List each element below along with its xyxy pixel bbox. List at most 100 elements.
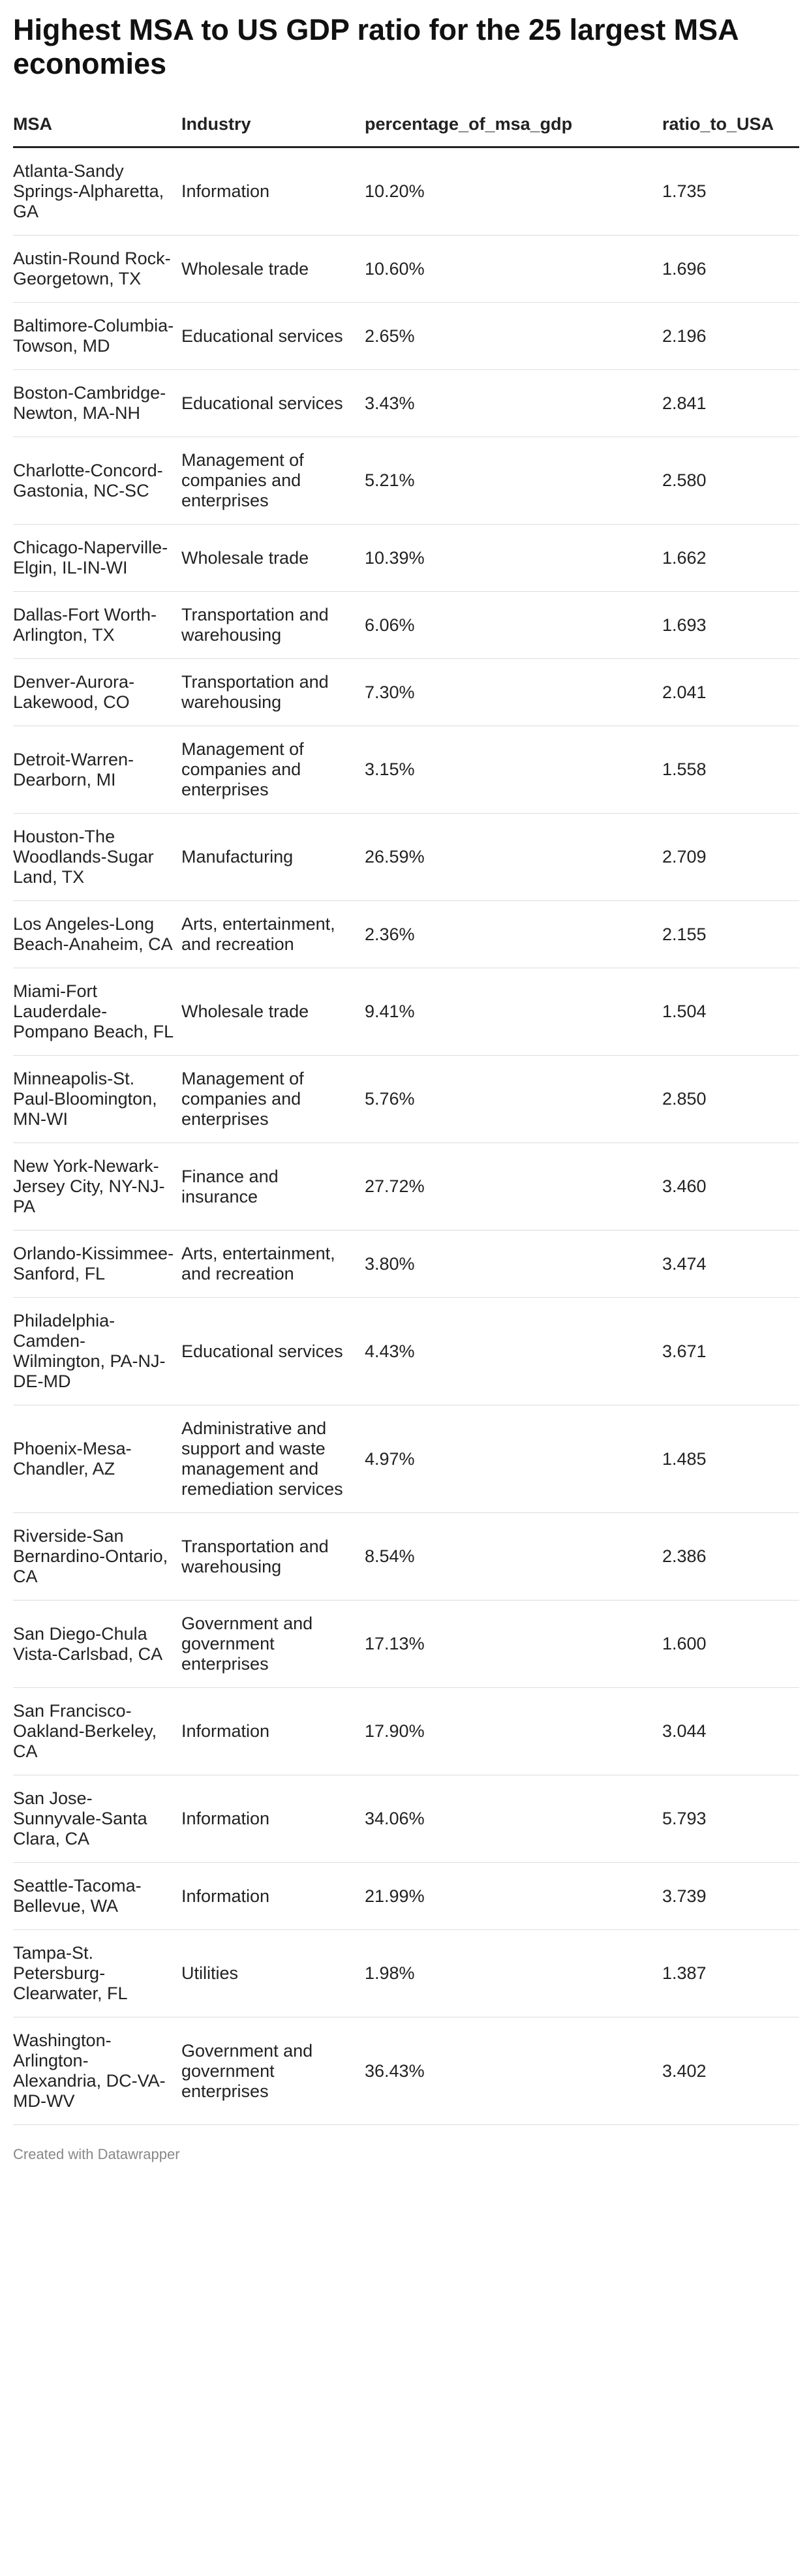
- table-cell: 1.600: [662, 1600, 799, 1688]
- table-row: Orlando-Kissimmee-Sanford, FL Arts, enter…: [13, 1230, 799, 1298]
- table-cell: 10.60%: [365, 235, 662, 303]
- table-cell: 1.662: [662, 524, 799, 592]
- table-row: Miami-Fort Lauderdale-Pompano Beach, FL W…: [13, 968, 799, 1056]
- table-cell: 1.387: [662, 1929, 799, 2017]
- table-cell: Information: [181, 1687, 365, 1775]
- table-cell: 2.850: [662, 1055, 799, 1143]
- table-cell: Houston-The Woodlands-Sugar Land, TX: [13, 813, 181, 901]
- footer: Created with Datawrapper: [13, 2146, 180, 2162]
- table-row: San Francisco-Oakland-Berkeley, CA Inform…: [13, 1687, 799, 1775]
- table-cell: Manufacturing: [181, 813, 365, 901]
- table-cell: 2.36%: [365, 900, 662, 968]
- table-cell: 5.76%: [365, 1055, 662, 1143]
- table-row: Baltimore-Columbia-Towson, MD Educational…: [13, 302, 799, 370]
- table-cell: 4.97%: [365, 1405, 662, 1513]
- table-cell: New York-Newark-Jersey City, NY-NJ-PA: [13, 1142, 181, 1231]
- table-cell: Philadelphia-Camden-Wilmington, PA-NJ-DE…: [13, 1297, 181, 1405]
- table-cell: 1.558: [662, 726, 799, 814]
- table-cell: Los Angeles-Long Beach-Anaheim, CA: [13, 900, 181, 968]
- table-cell: Phoenix-Mesa-Chandler, AZ: [13, 1405, 181, 1513]
- table-cell: 3.474: [662, 1230, 799, 1298]
- table-cell: Information: [181, 1775, 365, 1863]
- table-cell: Charlotte-Concord-Gastonia, NC-SC: [13, 437, 181, 525]
- table-row: San Jose-Sunnyvale-Santa Clara, CA Inform…: [13, 1775, 799, 1863]
- table-cell: 2.65%: [365, 302, 662, 370]
- table-cell: 36.43%: [365, 2017, 662, 2125]
- table-cell: 3.671: [662, 1297, 799, 1405]
- table-row: Phoenix-Mesa-Chandler, AZ Administrative …: [13, 1405, 799, 1513]
- table-row: Los Angeles-Long Beach-Anaheim, CA Arts, …: [13, 900, 799, 968]
- table-row: San Diego-Chula Vista-Carlsbad, CA Govern…: [13, 1600, 799, 1688]
- table-cell: Administrative and support and waste man…: [181, 1405, 365, 1513]
- table-cell: 3.044: [662, 1687, 799, 1775]
- table-cell: 34.06%: [365, 1775, 662, 1863]
- table-row: Charlotte-Concord-Gastonia, NC-SC Managem…: [13, 437, 799, 525]
- table-cell: Educational services: [181, 369, 365, 437]
- table-row: Detroit-Warren-Dearborn, MI Management of…: [13, 726, 799, 814]
- table-cell: Government and government enterprises: [181, 1600, 365, 1688]
- container: Highest MSA to US GDP ratio for the 25 l…: [13, 13, 799, 2162]
- table-row: Washington-Arlington-Alexandria, DC-VA-M…: [13, 2017, 799, 2125]
- column-header: Industry: [181, 114, 365, 148]
- table-row: Denver-Aurora-Lakewood, CO Transportation…: [13, 658, 799, 726]
- table-cell: Management of companies and enterprises: [181, 1055, 365, 1143]
- table-cell: 6.06%: [365, 591, 662, 659]
- table-cell: Miami-Fort Lauderdale-Pompano Beach, FL: [13, 968, 181, 1056]
- table-cell: 21.99%: [365, 1862, 662, 1930]
- table-cell: Wholesale trade: [181, 235, 365, 303]
- table-cell: Utilities: [181, 1929, 365, 2017]
- table-cell: Information: [181, 147, 365, 236]
- table-cell: 4.43%: [365, 1297, 662, 1405]
- table-cell: 3.80%: [365, 1230, 662, 1298]
- table-cell: Management of companies and enterprises: [181, 726, 365, 814]
- table-cell: Finance and insurance: [181, 1142, 365, 1231]
- table-cell: 5.793: [662, 1775, 799, 1863]
- table-cell: Educational services: [181, 1297, 365, 1405]
- table-cell: Educational services: [181, 302, 365, 370]
- table-cell: 2.386: [662, 1512, 799, 1601]
- table-row: Riverside-San Bernardino-Ontario, CA Tran…: [13, 1512, 799, 1601]
- table-cell: Detroit-Warren-Dearborn, MI: [13, 726, 181, 814]
- table-cell: 3.460: [662, 1142, 799, 1231]
- table-cell: 26.59%: [365, 813, 662, 901]
- table-row: Dallas-Fort Worth-Arlington, TX Transport…: [13, 591, 799, 659]
- table-cell: 1.696: [662, 235, 799, 303]
- table-cell: Denver-Aurora-Lakewood, CO: [13, 658, 181, 726]
- table-cell: 2.041: [662, 658, 799, 726]
- table-cell: Wholesale trade: [181, 524, 365, 592]
- table-row: Houston-The Woodlands-Sugar Land, TX Manu…: [13, 813, 799, 901]
- table-cell: Atlanta-Sandy Springs-Alpharetta, GA: [13, 147, 181, 236]
- table-row: Atlanta-Sandy Springs-Alpharetta, GA Info…: [13, 147, 799, 236]
- table-cell: Information: [181, 1862, 365, 1930]
- column-header: ratio_to_USA: [662, 114, 799, 148]
- table-cell: 1.693: [662, 591, 799, 659]
- table-cell: Orlando-Kissimmee-Sanford, FL: [13, 1230, 181, 1298]
- table-cell: 5.21%: [365, 437, 662, 525]
- table-cell: Boston-Cambridge-Newton, MA-NH: [13, 369, 181, 437]
- table: MSA Industry percentage_of_msa_gdp ratio_to…: [13, 114, 799, 2125]
- table-cell: Management of companies and enterprises: [181, 437, 365, 525]
- table-cell: Government and government enterprises: [181, 2017, 365, 2125]
- title: Highest MSA to US GDP ratio for the 25 l…: [13, 13, 739, 80]
- table-cell: 2.155: [662, 900, 799, 968]
- table-cell: San Diego-Chula Vista-Carlsbad, CA: [13, 1600, 181, 1688]
- table-cell: Transportation and warehousing: [181, 658, 365, 726]
- table-cell: Dallas-Fort Worth-Arlington, TX: [13, 591, 181, 659]
- table-cell: 17.90%: [365, 1687, 662, 1775]
- table-cell: Tampa-St. Petersburg-Clearwater, FL: [13, 1929, 181, 2017]
- table-cell: Seattle-Tacoma-Bellevue, WA: [13, 1862, 181, 1930]
- table-cell: 2.196: [662, 302, 799, 370]
- table-cell: Minneapolis-St. Paul-Bloomington, MN-WI: [13, 1055, 181, 1143]
- table-cell: Baltimore-Columbia-Towson, MD: [13, 302, 181, 370]
- table-cell: San Jose-Sunnyvale-Santa Clara, CA: [13, 1775, 181, 1863]
- table-cell: Wholesale trade: [181, 968, 365, 1056]
- table-cell: 1.485: [662, 1405, 799, 1513]
- table-cell: Chicago-Naperville-Elgin, IL-IN-WI: [13, 524, 181, 592]
- table-row: Minneapolis-St. Paul-Bloomington, MN-WI M…: [13, 1055, 799, 1143]
- table-cell: 3.15%: [365, 726, 662, 814]
- table-cell: 1.504: [662, 968, 799, 1056]
- table-cell: Transportation and warehousing: [181, 591, 365, 659]
- table-cell: 8.54%: [365, 1512, 662, 1601]
- header-row: MSA Industry percentage_of_msa_gdp ratio_to…: [13, 114, 799, 148]
